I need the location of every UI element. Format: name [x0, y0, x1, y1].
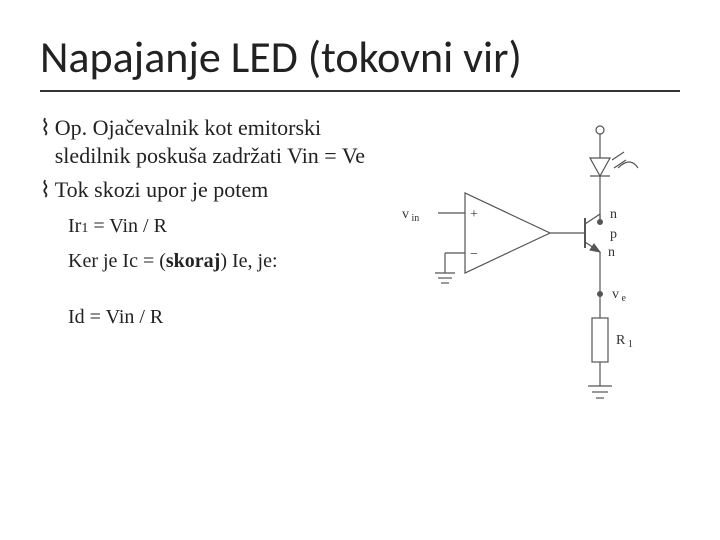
bullet-1: ⌇ Op. Ojačevalnik kot emitorski sledilni… — [40, 114, 380, 170]
slide-title: Napajanje LED (tokovni vir) — [40, 30, 680, 84]
transistor-n1-label: n — [610, 207, 617, 222]
bullet-1-text: Op. Ojačevalnik kot emitorski sledilnik … — [55, 114, 380, 170]
opamp-minus-label: − — [470, 247, 478, 262]
bullet-icon: ⌇ — [40, 114, 51, 142]
sub-2-text: Ker je Ic = (skoraj) Ie, je: — [68, 250, 278, 272]
bullet-2-text: Tok skozi upor je potem — [55, 176, 269, 204]
bullet-2: ⌇ Tok skozi upor je potem — [40, 176, 380, 204]
r1-label: R 1 — [616, 333, 633, 350]
bullet-icon: ⌇ — [40, 176, 51, 204]
sub-3: Id = Vin / R — [68, 301, 380, 333]
sub-2: Ker je Ic = (skoraj) Ie, je: — [68, 245, 380, 277]
transistor-p-label: p — [610, 227, 617, 242]
opamp-plus-label: + — [470, 207, 478, 222]
text-column: ⌇ Op. Ojačevalnik kot emitorski sledilni… — [40, 112, 390, 333]
slide: Napajanje LED (tokovni vir) ⌇ Op. Ojačev… — [0, 0, 720, 540]
transistor-n2-label: n — [608, 245, 615, 260]
content-row: ⌇ Op. Ojačevalnik kot emitorski sledilni… — [40, 112, 680, 428]
sub-1: Ir1 = Vin / R — [68, 210, 380, 245]
emphasis: skoraj — [166, 250, 220, 272]
spacer — [40, 277, 380, 301]
sub-1-text: Ir1 = Vin / R — [68, 215, 167, 237]
title-rule — [40, 90, 680, 92]
vin-label: v in — [402, 207, 419, 224]
ve-label: v e — [612, 287, 627, 304]
circuit-diagram: + v in − — [390, 118, 680, 428]
